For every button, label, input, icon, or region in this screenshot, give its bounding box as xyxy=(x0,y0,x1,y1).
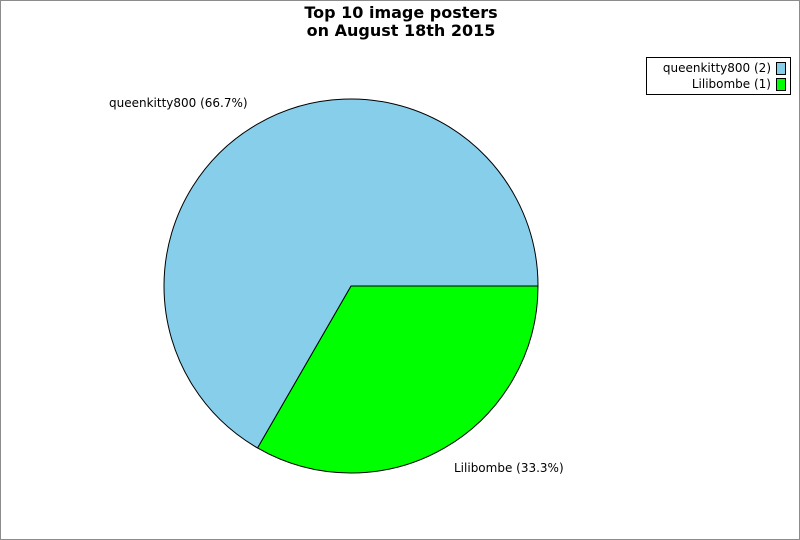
legend-label: Lilibombe (1) xyxy=(691,77,771,91)
pie-slice-labels: queenkitty800 (66.7%) Lilibombe (33.3%) xyxy=(109,96,564,475)
legend-item-lilibombe: Lilibombe (1) xyxy=(692,76,786,92)
pie-slice-lilibombe xyxy=(256,285,539,474)
chart-title-line-2: on August 18th 2015 xyxy=(306,21,496,40)
legend: queenkitty800 (2) Lilibombe (1) xyxy=(646,57,791,95)
legend-swatch xyxy=(776,61,786,75)
legend-item-queenkitty800: queenkitty800 (2) xyxy=(663,60,786,76)
chart-title-line-1: Top 10 image posters xyxy=(304,3,498,22)
slice-label-lilibombe: Lilibombe (33.3%) xyxy=(454,461,564,475)
pie-slices xyxy=(163,98,539,474)
slice-label-queenkitty800: queenkitty800 (66.7%) xyxy=(109,96,248,110)
legend-swatch xyxy=(776,77,786,91)
pie-slice-queenkitty800 xyxy=(163,98,539,449)
legend-label: queenkitty800 (2) xyxy=(662,61,771,75)
